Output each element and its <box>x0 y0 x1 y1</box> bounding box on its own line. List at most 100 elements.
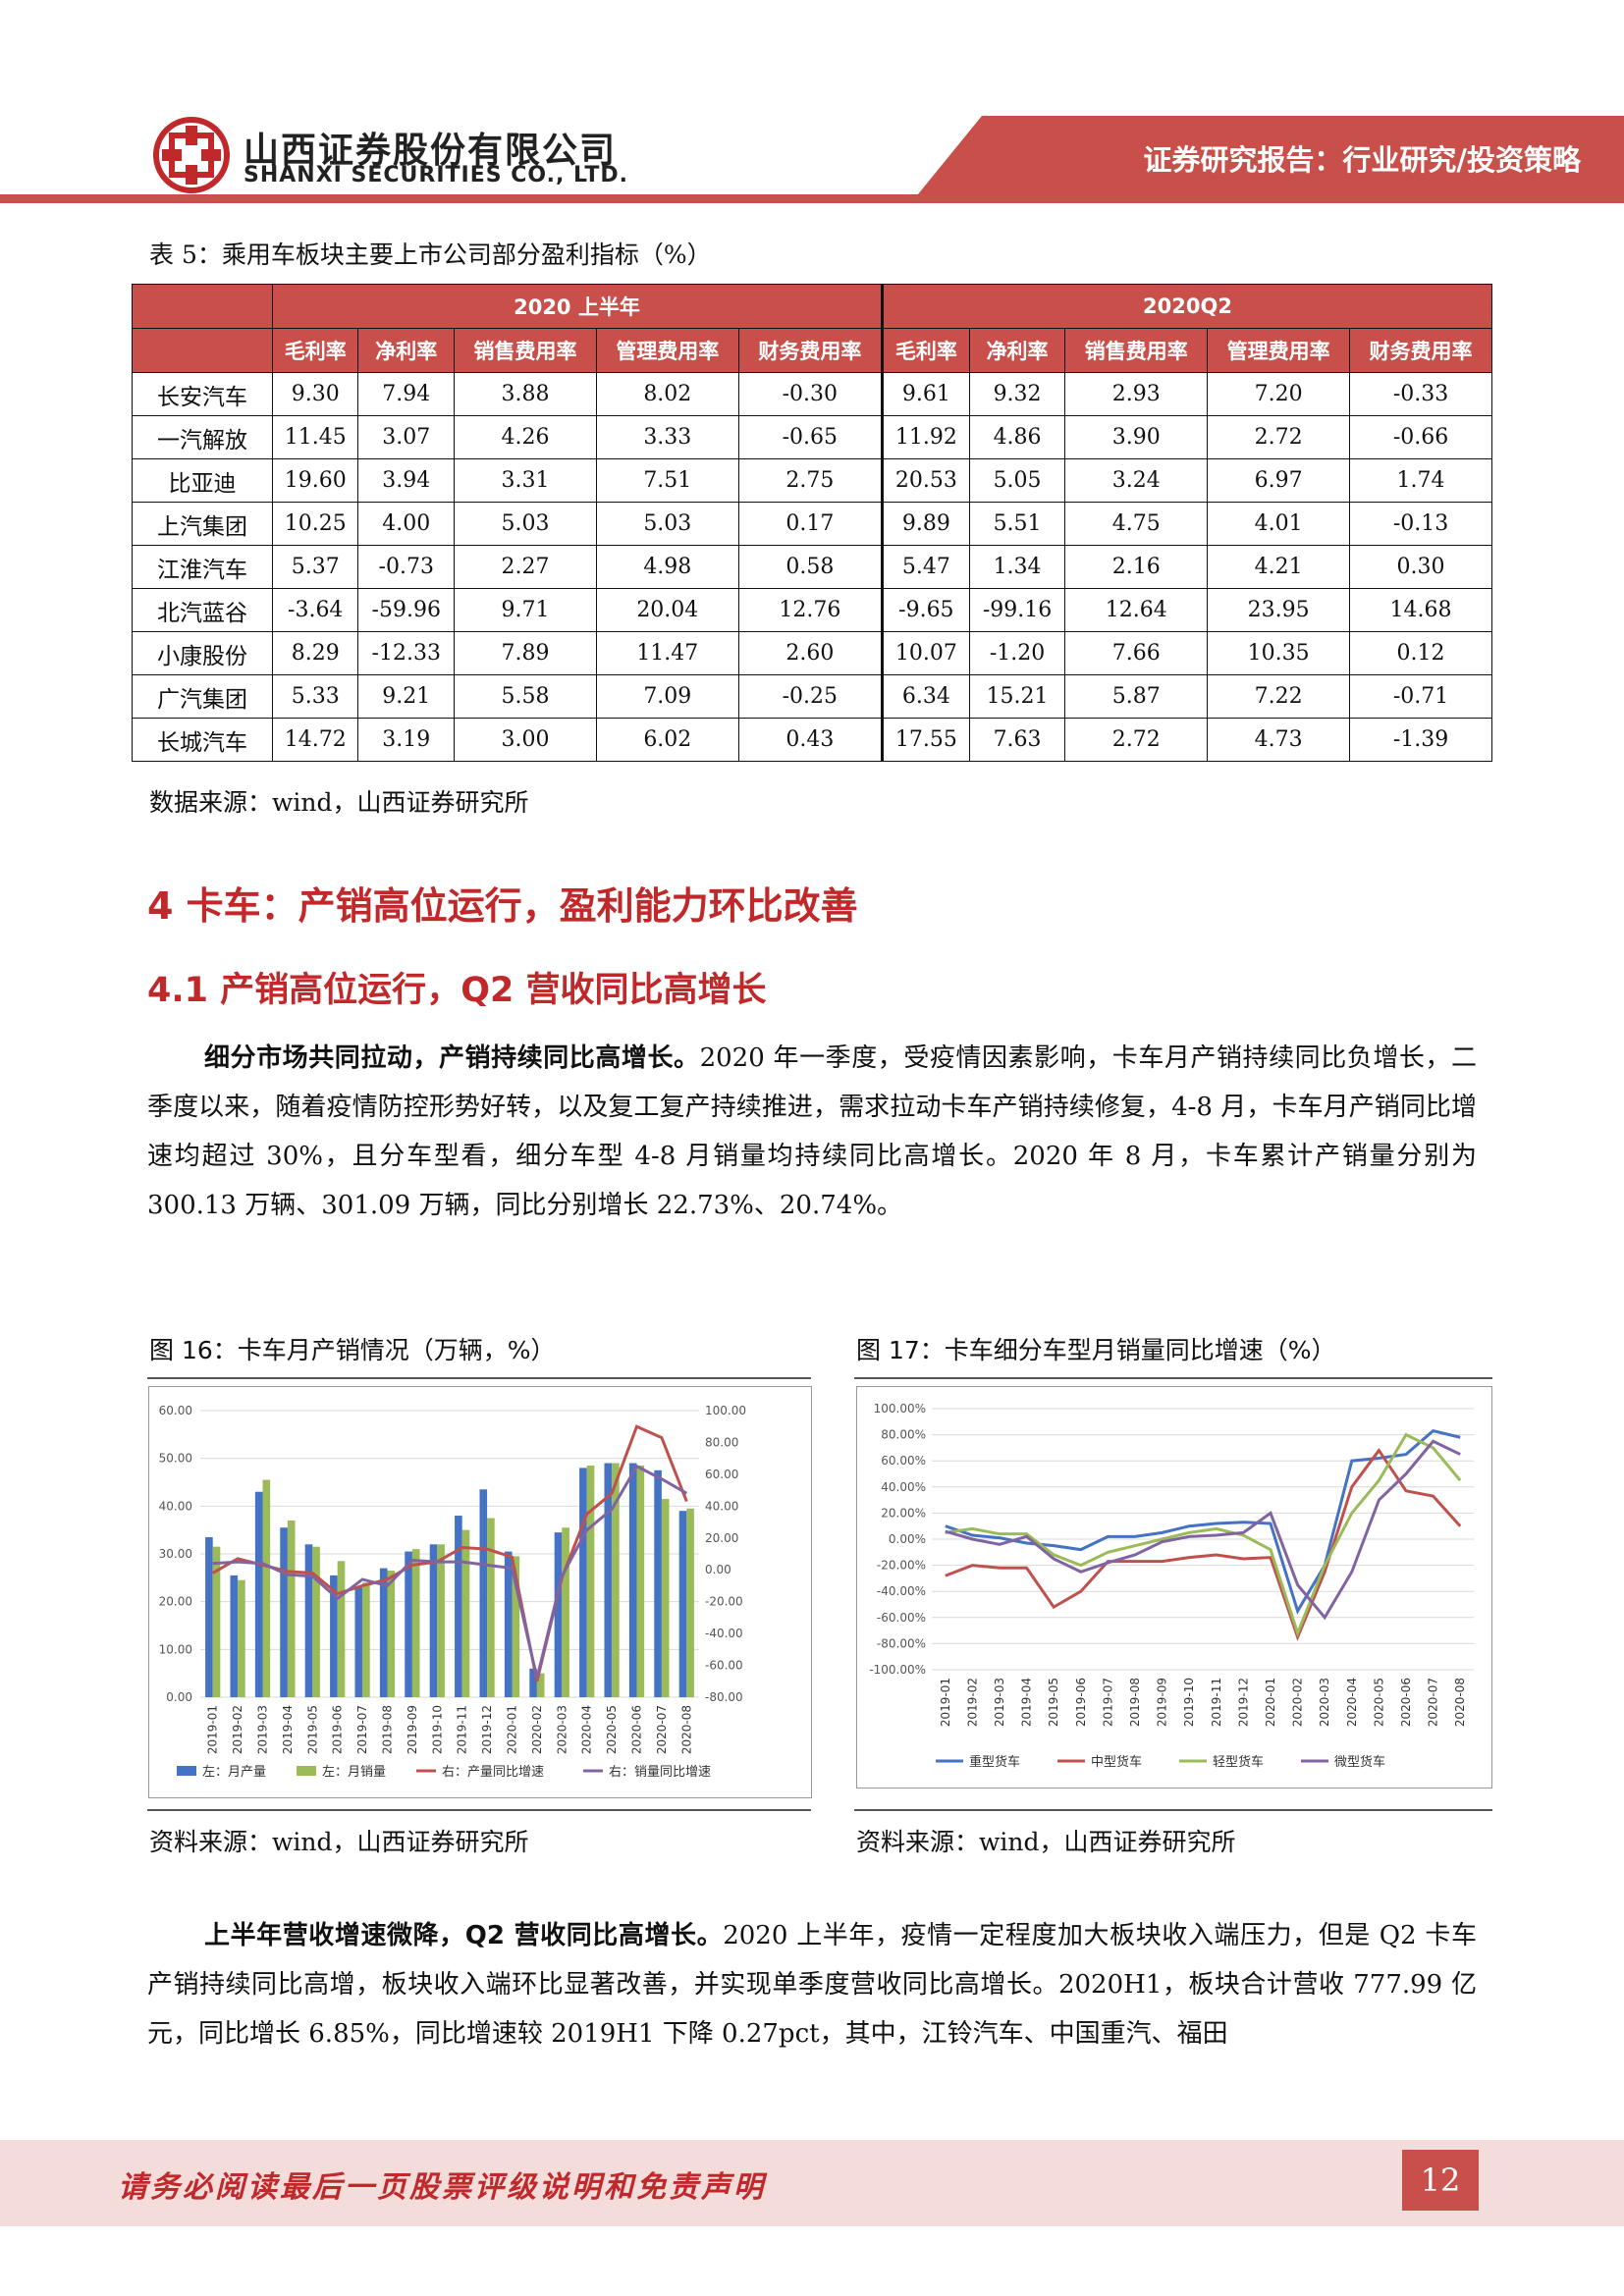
bar-左：月销量 <box>562 1527 569 1697</box>
fig16-bottom-rule <box>147 1809 811 1811</box>
table-group-header: 2020 上半年 <box>272 284 883 329</box>
table-column-header: 财务费用率 <box>1349 328 1492 373</box>
table-cell: -0.13 <box>1349 502 1492 546</box>
table-cell: -1.39 <box>1349 718 1492 762</box>
table-cell: 10.07 <box>880 631 970 675</box>
table-cell: 1.34 <box>968 545 1066 589</box>
bar-左：月销量 <box>411 1549 420 1697</box>
subsection-title: 4.1 产销高位运行，Q2 营收同比高增长 <box>147 971 767 1010</box>
table-cell: 7.09 <box>595 674 739 719</box>
legend-label: 微型货车 <box>1334 1754 1385 1770</box>
table-cell: 3.94 <box>357 458 456 503</box>
x-axis-tick-label: 2019-02 <box>231 1705 244 1754</box>
right-axis-tick-label: 20.00 <box>705 1531 738 1545</box>
table-row: 一汽解放 11.45 3.07 4.26 3.33 -0.65 11.92 4.86 3.90 2… <box>132 415 1492 459</box>
table-cell: 20.53 <box>880 458 970 503</box>
legend-label: 左：月产量 <box>202 1765 266 1780</box>
x-axis-tick-label: 2020-03 <box>1318 1678 1331 1727</box>
right-axis-tick-label: -20.00 <box>705 1595 743 1609</box>
bar-左：月产量 <box>479 1489 488 1697</box>
table-cell: -0.30 <box>737 372 883 416</box>
table-cell: 2.72 <box>1064 718 1209 762</box>
company-name-cn: 山西证券股份有限公司 <box>244 131 618 171</box>
bar-左：月产量 <box>354 1587 363 1697</box>
table-cell: 7.63 <box>968 718 1066 762</box>
section-title: 4 卡车：产销高位运行，盈利能力环比改善 <box>147 884 858 928</box>
bar-左：月销量 <box>362 1582 370 1697</box>
table-cell: 23.95 <box>1207 588 1351 632</box>
table-cell: 4.73 <box>1207 718 1351 762</box>
bar-左：月销量 <box>512 1556 520 1697</box>
x-axis-tick-label: 2019-01 <box>206 1705 220 1754</box>
table-cell: 0.12 <box>1349 631 1492 675</box>
x-axis-tick-label: 2019-11 <box>1210 1678 1223 1727</box>
fig16-chart: 0.00 10.00 20.00 30.00 40.00 50.00 60.00 -80.00… <box>148 1386 812 1798</box>
table-cell: 8.02 <box>595 372 739 416</box>
company-name-cell: 比亚迪 <box>132 458 273 503</box>
bar-左：月销量 <box>586 1465 595 1697</box>
footer-disclaimer[interactable]: 请务必阅读最后一页股票评级说明和免责声明 <box>118 2170 766 2205</box>
table-source: 数据来源：wind，山西证券研究所 <box>149 788 529 817</box>
table-cell: 3.90 <box>1064 415 1209 459</box>
header-band <box>913 116 1624 200</box>
table-cell: -0.65 <box>737 415 883 459</box>
fig17-chart: -100.00% -80.00% -60.00% -40.00% -20.00% 0.00… <box>856 1386 1492 1789</box>
bar-左：月产量 <box>678 1511 687 1697</box>
table-cell: 0.58 <box>737 545 883 589</box>
bar-左：月产量 <box>280 1527 288 1697</box>
table-cell: 11.47 <box>595 631 739 675</box>
table-column-header: 净利率 <box>968 328 1066 373</box>
table-cell: 4.98 <box>595 545 739 589</box>
x-axis-tick-label: 2019-06 <box>1074 1678 1088 1727</box>
table-column-header: 管理费用率 <box>595 328 739 373</box>
company-name-cell: 一汽解放 <box>132 415 273 459</box>
table-cell: 5.58 <box>454 674 597 719</box>
table-cell: 4.01 <box>1207 502 1351 546</box>
x-axis-tick-label: 2020-07 <box>1427 1678 1440 1727</box>
company-name-en: SHANXI SECURITIES CO., LTD. <box>244 163 628 187</box>
table-cell: 2.75 <box>737 458 883 503</box>
table-cell: 2.27 <box>454 545 597 589</box>
table-cell: 0.43 <box>737 718 883 762</box>
table-cell: 2.72 <box>1207 415 1351 459</box>
table-cell: 5.03 <box>595 502 739 546</box>
bar-左：月产量 <box>455 1516 462 1697</box>
x-axis-tick-label: 2020-03 <box>555 1705 568 1754</box>
series-line-中型货车 <box>945 1447 1462 1641</box>
table-cell: -99.16 <box>968 588 1066 632</box>
right-axis-tick-label: 40.00 <box>705 1499 738 1513</box>
x-axis-tick-label: 2019-03 <box>993 1678 1006 1727</box>
legend-label: 轻型货车 <box>1213 1754 1264 1770</box>
left-axis-tick-label: 0.00 <box>166 1690 192 1704</box>
table-cell: 6.97 <box>1207 458 1351 503</box>
legend-label: 右：销量同比增速 <box>609 1765 711 1780</box>
table-cell: 17.55 <box>880 718 970 762</box>
table-cell: 14.68 <box>1349 588 1492 632</box>
y-axis-tick-label: 0.00% <box>889 1532 926 1546</box>
table-cell: 2.16 <box>1064 545 1209 589</box>
table-cell: 8.29 <box>271 631 359 675</box>
fig17-bottom-rule <box>854 1809 1492 1811</box>
table-cell: -0.66 <box>1349 415 1492 459</box>
x-axis-tick-label: 2019-12 <box>480 1705 494 1754</box>
table-cell: 4.86 <box>968 415 1066 459</box>
paragraph-1-text: 2020 年一季度，受疫情因素影响，卡车月产销持续同比负增长，二季度以来，随着疫… <box>147 1043 1477 1220</box>
series-line-右：产量同比增速 <box>211 1424 688 1682</box>
left-axis-tick-label: 20.00 <box>159 1595 192 1609</box>
x-axis-tick-label: 2019-06 <box>331 1705 345 1754</box>
y-axis-tick-label: -40.00% <box>877 1584 926 1598</box>
left-axis-tick-label: 10.00 <box>159 1642 192 1656</box>
table-cell: 11.45 <box>271 415 359 459</box>
table-cell: 1.74 <box>1349 458 1492 503</box>
x-axis-tick-label: 2019-02 <box>965 1678 979 1727</box>
x-axis-tick-label: 2020-07 <box>655 1705 669 1754</box>
company-name-cell: 北汽蓝谷 <box>132 588 273 632</box>
table-cell: 4.26 <box>454 415 597 459</box>
bar-左：月销量 <box>437 1544 445 1697</box>
table-cell: 3.00 <box>454 718 597 762</box>
table-cell: 5.47 <box>880 545 970 589</box>
bar-左：月产量 <box>304 1544 313 1697</box>
table-cell: 4.21 <box>1207 545 1351 589</box>
table-cell: 0.30 <box>1349 545 1492 589</box>
bar-左：月产量 <box>504 1551 513 1697</box>
